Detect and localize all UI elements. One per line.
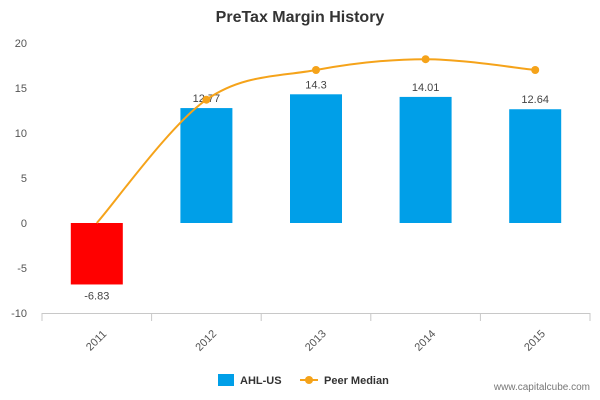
- y-tick-label: -5: [17, 263, 27, 275]
- x-tick-label: 2012: [193, 328, 219, 354]
- peer-median-point: [202, 95, 211, 104]
- bar-series: [70, 94, 562, 285]
- x-tick-label: 2011: [84, 328, 109, 353]
- chart-title: PreTax Margin History: [216, 9, 385, 26]
- peer-median-point: [312, 66, 320, 74]
- x-tick-label: 2015: [522, 328, 548, 354]
- y-tick-label: 10: [15, 128, 27, 140]
- watermark: www.capitalcube.com: [493, 382, 590, 393]
- bar: [509, 109, 562, 223]
- bar: [399, 96, 452, 223]
- legend-marker-peer: [305, 376, 313, 384]
- legend-swatch-ahl: [218, 374, 234, 386]
- bar: [70, 223, 123, 285]
- peer-median-series: [96, 55, 540, 224]
- legend: AHL-US Peer Median: [218, 374, 389, 387]
- y-axis: -10 -5 0 5 10 15 20: [11, 38, 27, 320]
- y-tick-label: 0: [21, 218, 27, 230]
- x-tick-label: 2013: [303, 328, 329, 354]
- peer-median-point: [531, 66, 540, 74]
- legend-label-peer: Peer Median: [324, 375, 389, 387]
- bar: [180, 108, 233, 223]
- peer-median-point: [421, 55, 430, 64]
- x-tick-label: 2014: [413, 328, 439, 354]
- bar-data-label: -6.83: [84, 290, 109, 302]
- legend-label-ahl: AHL-US: [240, 375, 282, 387]
- x-axis: 2011 2012 2013 2014 2015: [41, 313, 591, 354]
- bar: [290, 94, 342, 223]
- y-tick-label: -10: [11, 308, 27, 320]
- y-tick-label: 5: [21, 173, 27, 185]
- y-tick-label: 15: [15, 83, 27, 95]
- bar-data-label: 14.3: [305, 79, 326, 91]
- bar-data-label: 12.64: [521, 94, 549, 106]
- bar-data-label: 14.01: [412, 82, 440, 94]
- y-tick-label: 20: [15, 38, 27, 50]
